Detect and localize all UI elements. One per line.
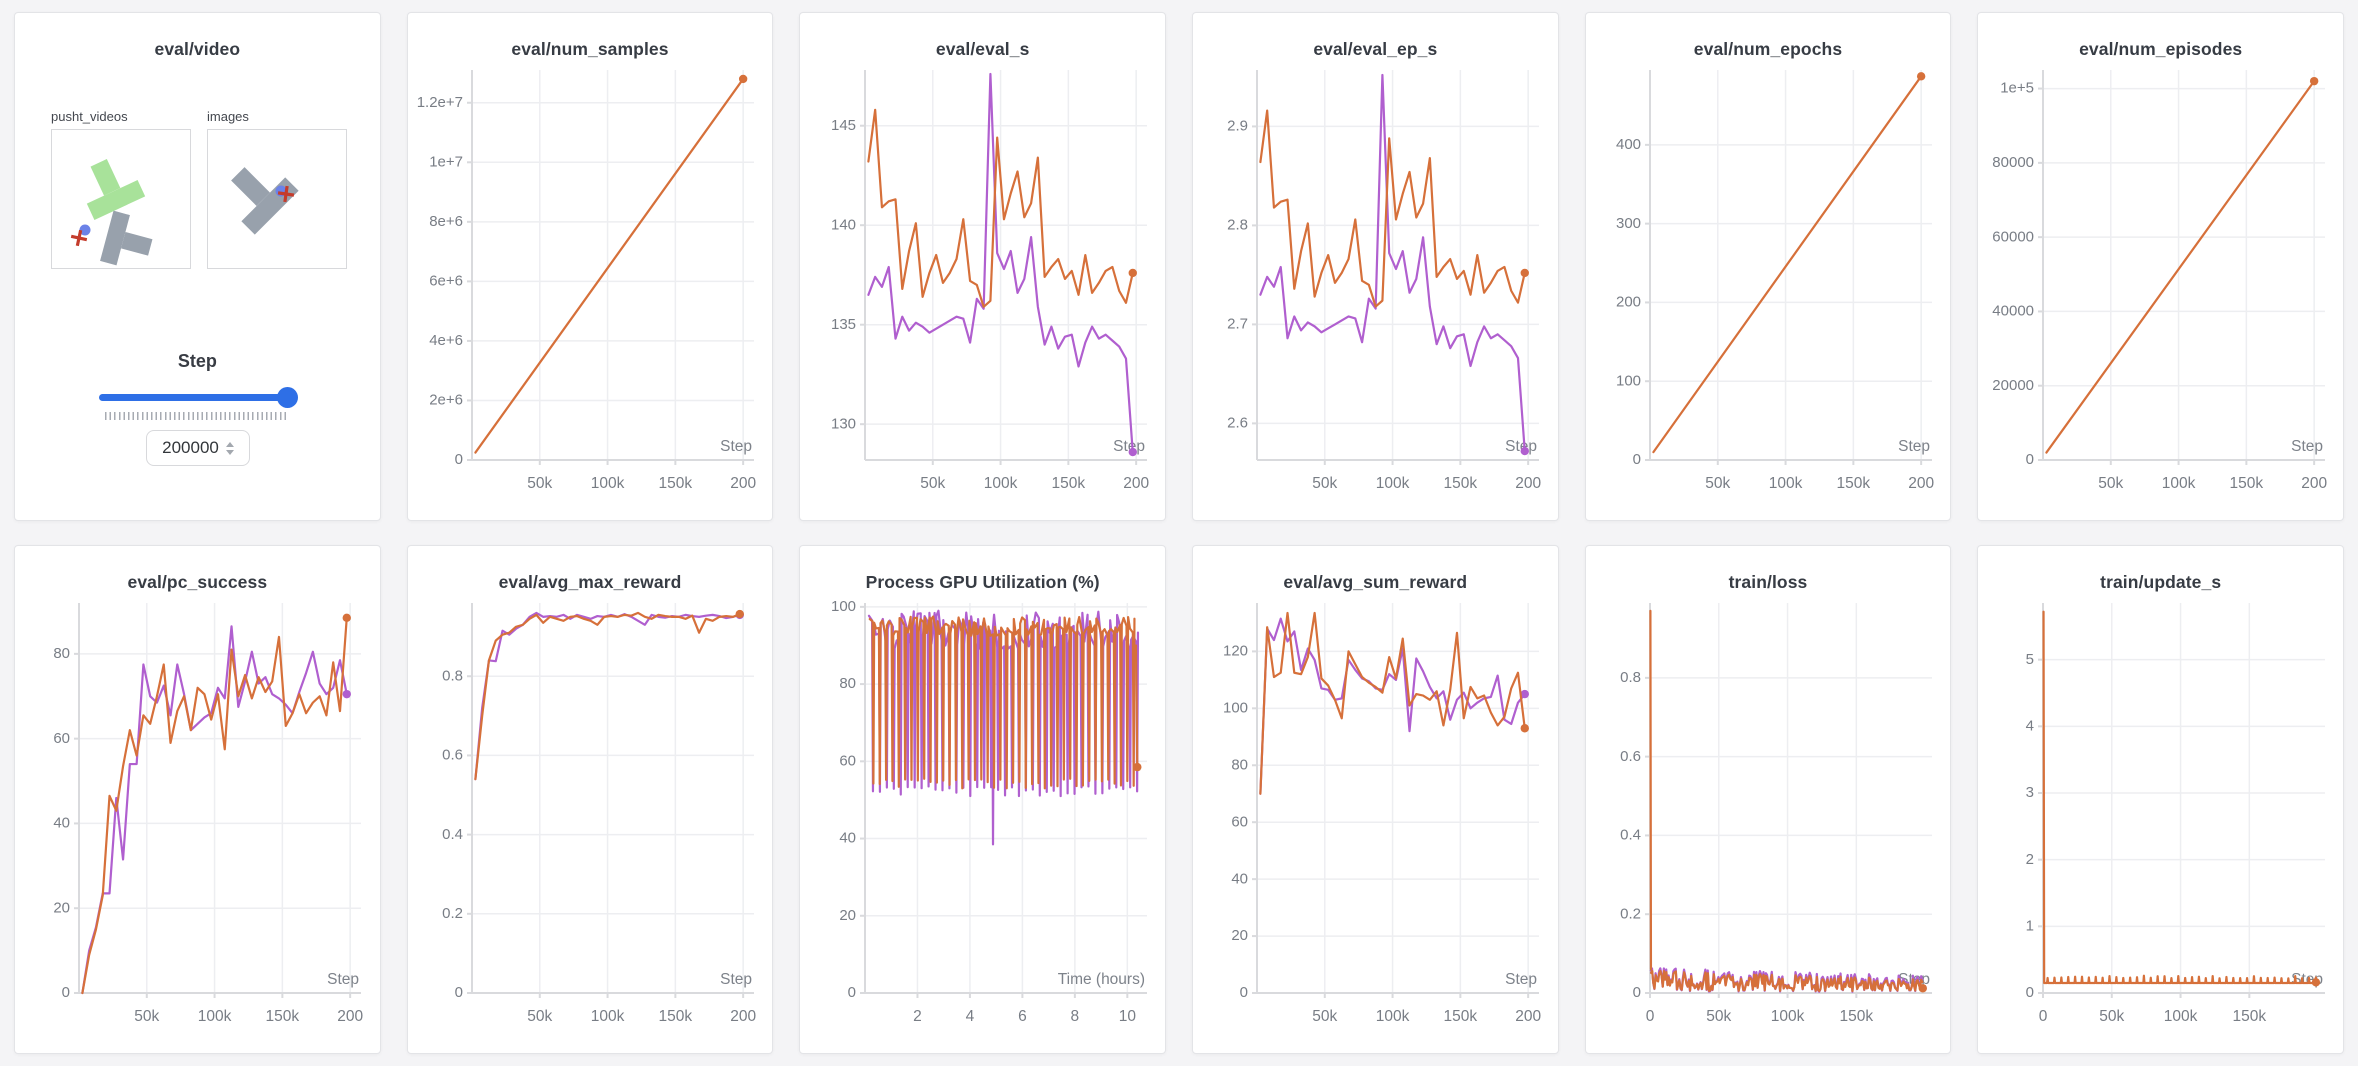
chart-title-process-gpu-utilization: Process GPU Utilization (%) (865, 572, 1100, 592)
step-value-input[interactable]: 200000 (146, 430, 250, 466)
stepper-up-icon[interactable] (225, 441, 234, 447)
chart-canvas-eval-eval-s[interactable] (802, 64, 1163, 510)
chart-title-eval-avg-sum-reward: eval/avg_sum_reward (1283, 572, 1468, 592)
panel-train-loss: train/loss (1584, 545, 1952, 1054)
panel-process-gpu-utilization: Process GPU Utilization (%) (799, 545, 1166, 1054)
step-value: 200000 (162, 438, 219, 457)
media-thumbnail-pusht-videos[interactable] (51, 129, 191, 269)
chart-canvas-eval-avg-max-reward[interactable] (409, 597, 770, 1043)
step-stepper[interactable] (225, 441, 234, 455)
step-slider-ticks (105, 412, 289, 420)
chart-canvas-eval-avg-sum-reward[interactable] (1195, 597, 1556, 1043)
chart-canvas-eval-num-samples[interactable] (409, 64, 770, 510)
panel-eval-video: eval/video pusht_videos images (14, 12, 381, 521)
chart-canvas-eval-num-epochs[interactable] (1587, 64, 1948, 510)
chart-title-eval-pc-success: eval/pc_success (127, 572, 268, 592)
step-slider-thumb[interactable] (277, 387, 298, 408)
step-slider-label: Step (177, 351, 217, 371)
goal-cross (277, 185, 295, 203)
chart-title-eval-eval-s: eval/eval_s (935, 39, 1030, 59)
panel-eval-num-samples: eval/num_samples (406, 12, 774, 521)
chart-canvas-process-gpu-utilization[interactable] (802, 597, 1163, 1043)
panel-eval-avg-sum-reward: eval/avg_sum_reward (1191, 545, 1559, 1054)
step-slider-track[interactable] (99, 394, 296, 401)
chart-title-eval-num-episodes: eval/num_episodes (2079, 39, 2243, 59)
panel-eval-num-epochs: eval/num_epochs (1584, 12, 1952, 521)
stepper-down-icon[interactable] (225, 449, 234, 455)
chart-title-eval-avg-max-reward: eval/avg_max_reward (498, 572, 682, 592)
pusht-green-t-shape (86, 159, 146, 220)
panel-train-update-s: train/update_s (1977, 545, 2344, 1054)
panel-eval-pc-success: eval/pc_success (14, 545, 381, 1054)
chart-title-eval-num-epochs: eval/num_epochs (1693, 39, 1843, 59)
chart-canvas-eval-num-episodes[interactable] (1980, 64, 2341, 510)
thumbnail-label-pusht-videos: pusht_videos (51, 109, 128, 124)
pusht-video-frame (70, 159, 153, 266)
agent-dot (79, 224, 91, 236)
chart-canvas-eval-eval-ep-s[interactable] (1195, 64, 1556, 510)
chart-title-train-loss: train/loss (1728, 572, 1808, 592)
chart-canvas-eval-pc-success[interactable] (17, 597, 378, 1043)
media-thumbnail-images[interactable] (207, 129, 347, 269)
thumbnail-label-images: images (207, 109, 249, 124)
video-panel-title: eval/video (154, 39, 241, 59)
panel-eval-avg-max-reward: eval/avg_max_reward (406, 545, 774, 1054)
chart-canvas-train-update-s[interactable] (1980, 597, 2341, 1043)
pusht-image-frame (231, 167, 299, 235)
panel-eval-eval-ep-s: eval/eval_ep_s (1191, 12, 1559, 521)
chart-title-eval-eval-ep-s: eval/eval_ep_s (1313, 39, 1438, 59)
panel-eval-num-episodes: eval/num_episodes (1977, 12, 2344, 521)
chart-title-eval-num-samples: eval/num_samples (511, 39, 669, 59)
panel-eval-eval-s: eval/eval_s (799, 12, 1166, 521)
pusht-gray-t-shape (100, 210, 153, 266)
goal-cross (70, 229, 88, 247)
chart-title-train-update-s: train/update_s (2100, 572, 2222, 592)
chart-canvas-train-loss[interactable] (1587, 597, 1948, 1043)
